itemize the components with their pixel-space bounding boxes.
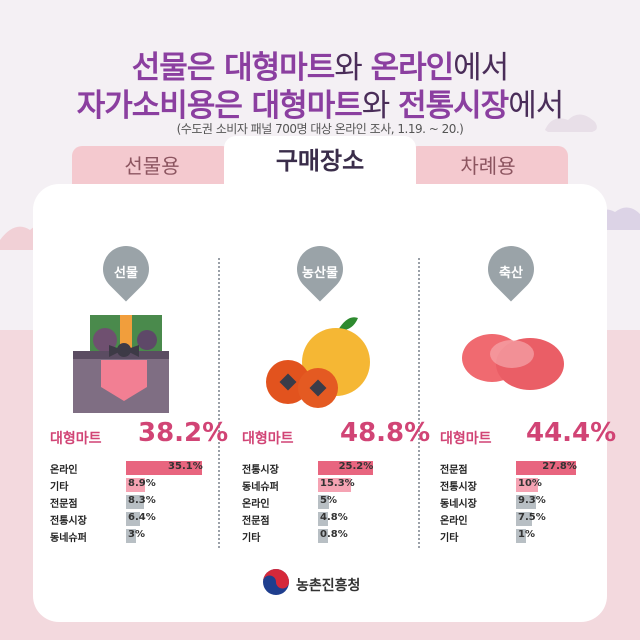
bar-row: 전문점 27.8%	[440, 460, 600, 476]
headline-line-1: 선물은 대형마트와 온라인에서	[0, 42, 640, 87]
bar-row: 동네슈퍼 3%	[50, 528, 210, 544]
bar	[318, 461, 373, 475]
bar	[126, 478, 146, 492]
bar-row: 기타 0.8%	[242, 528, 402, 544]
top-value: 44.4%	[526, 418, 617, 448]
bar-row: 온라인 35.1%	[50, 460, 210, 476]
bar-label: 온라인	[242, 499, 270, 510]
bar-row: 전문점 4.8%	[242, 511, 402, 527]
bar	[318, 512, 329, 526]
bar	[126, 512, 140, 526]
top-label: 대형마트	[50, 431, 102, 447]
headline-2-part-e: 에서	[508, 88, 564, 124]
bar-label: 온라인	[440, 516, 468, 527]
headline-2-part-a: 자가소비용은	[76, 88, 252, 124]
bar-value: 0.8%	[320, 529, 348, 540]
bar-list-produce: 전통시장 25.2% 동네슈퍼 15.3% 온라인 5% 전문점 4.8% 기타 0.8%	[242, 460, 402, 545]
headline-1-part-d: 온라인	[370, 50, 455, 86]
bar-value: 1%	[518, 529, 535, 540]
bar-label: 온라인	[50, 465, 78, 476]
category-label-produce: 농산물	[302, 266, 338, 281]
bar-value: 25.2%	[338, 461, 374, 472]
top-label: 대형마트	[440, 431, 492, 447]
column-divider	[418, 258, 420, 548]
bar-value: 7.5%	[518, 512, 546, 523]
bar-label: 동네슈퍼	[50, 533, 87, 544]
headline-2-part-d: 전통시장	[398, 88, 509, 124]
headline-1-part-e: 에서	[453, 50, 509, 86]
bar-row: 전통시장 10%	[440, 477, 600, 493]
bar	[126, 461, 203, 475]
bar-label: 전문점	[440, 465, 468, 476]
bar-value: 8.9%	[128, 478, 156, 489]
bar-label: 전문점	[242, 516, 270, 527]
bar	[318, 495, 329, 509]
bar-label: 전문점	[50, 499, 78, 510]
bar-list-meat: 전문점 27.8% 전통시장 10% 동네시장 9.3% 온라인 7.5% 기타 1%	[440, 460, 600, 545]
tab-gift[interactable]: 선물용	[72, 146, 232, 186]
bar	[126, 529, 136, 543]
bar-value: 8.3%	[128, 495, 156, 506]
bar-label: 전통시장	[50, 516, 87, 527]
bar-label: 기타	[50, 482, 69, 493]
bar-value: 9.3%	[518, 495, 546, 506]
bar-label: 전통시장	[242, 465, 279, 476]
category-label-meat: 축산	[499, 266, 523, 281]
headline-line-2: 자가소비용은 대형마트와 전통시장에서	[0, 80, 640, 125]
bar-row: 전통시장 6.4%	[50, 511, 210, 527]
bar-value: 10%	[518, 478, 542, 489]
bar-row: 동네슈퍼 15.3%	[242, 477, 402, 493]
bar-value: 15.3%	[320, 478, 355, 489]
bar-list-gift: 온라인 35.1% 기타 8.9% 전문점 8.3% 전통시장 6.4% 동네슈퍼 3%	[50, 460, 210, 545]
column-divider	[218, 258, 220, 548]
bar-value: 4.8%	[320, 512, 348, 523]
bar-label: 전통시장	[440, 482, 477, 493]
bar-label: 기타	[440, 533, 459, 544]
bar-label: 기타	[242, 533, 261, 544]
bar	[516, 529, 526, 543]
bar-row: 기타 8.9%	[50, 477, 210, 493]
headline-2-part-c: 와	[361, 88, 399, 124]
bar-label: 동네시장	[440, 499, 477, 510]
bar	[126, 495, 144, 509]
bar-value: 6.4%	[128, 512, 156, 523]
headline-2-part-b: 대형마트	[251, 88, 363, 124]
bar	[516, 461, 577, 475]
organization-name: 농촌진흥청	[296, 578, 361, 594]
headline-1-part-b: 대형마트	[224, 50, 335, 86]
category-label-gift: 선물	[114, 266, 138, 281]
bar	[516, 512, 533, 526]
cloud-right-icon	[545, 114, 597, 132]
bar-row: 기타 1%	[440, 528, 600, 544]
survey-note: (수도권 소비자 패널 700명 대상 온라인 조사, 1.19. ~ 20.)	[176, 122, 464, 136]
top-label: 대형마트	[242, 431, 294, 447]
headline-1-part-c: 와	[334, 50, 371, 86]
bar-row: 전통시장 25.2%	[242, 460, 402, 476]
bar	[516, 495, 537, 509]
bar-row: 온라인 5%	[242, 494, 402, 510]
meat-icon	[462, 334, 564, 390]
gift-box-icon	[73, 315, 169, 413]
taegeuk-logo-icon	[263, 569, 289, 595]
tab-ancestral-rite[interactable]: 차례용	[408, 146, 568, 186]
bar	[516, 478, 538, 492]
bar-label: 동네슈퍼	[242, 482, 279, 493]
bar-value: 35.1%	[168, 461, 203, 472]
bar-row: 동네시장 9.3%	[440, 494, 600, 510]
bar	[318, 529, 328, 543]
bar-value: 5%	[320, 495, 337, 506]
bar-value: 27.8%	[542, 461, 577, 472]
bar-row: 전문점 8.3%	[50, 494, 210, 510]
bar	[318, 478, 352, 492]
headline-1-part-a: 선물은	[131, 50, 225, 86]
bar-row: 온라인 7.5%	[440, 511, 600, 527]
fruit-icon	[266, 317, 370, 408]
tab-purchase-place[interactable]: 구매장소	[224, 136, 416, 186]
top-value: 48.8%	[340, 418, 431, 448]
bar-value: 3%	[128, 529, 145, 540]
top-value: 38.2%	[138, 418, 229, 448]
